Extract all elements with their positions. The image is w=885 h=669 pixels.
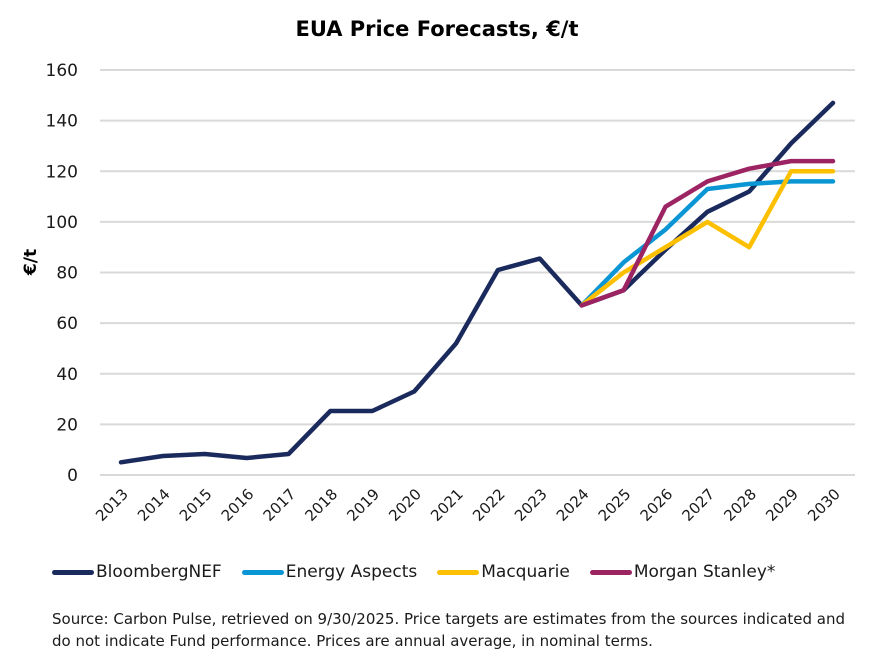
legend-swatch-energy-aspects — [241, 569, 284, 575]
legend-item-morgan-stanley: Morgan Stanley* — [589, 562, 776, 582]
legend-swatch-macquarie — [437, 569, 480, 575]
series-line-macquarie — [579, 169, 836, 308]
y-tick-label: 80 — [56, 264, 78, 284]
series-lines — [118, 100, 836, 465]
legend-label-bloombergnef: BloombergNEF — [96, 562, 222, 582]
y-tick-label: 40 — [56, 365, 78, 385]
legend-label-macquarie: Macquarie — [481, 562, 570, 582]
y-tick-label: 20 — [56, 415, 78, 435]
x-tick-label: 2027 — [678, 485, 718, 525]
y-tick-label: 160 — [46, 61, 78, 81]
x-tick-label: 2028 — [720, 485, 760, 525]
legend-item-macquarie: Macquarie — [437, 562, 570, 582]
x-tick-label: 2015 — [176, 485, 216, 525]
x-tick-label: 2021 — [427, 485, 467, 525]
x-tick-label: 2020 — [385, 485, 425, 525]
x-tick-label: 2024 — [553, 485, 593, 525]
x-tick-label: 2018 — [302, 485, 342, 525]
legend-item-bloombergnef: BloombergNEF — [52, 562, 222, 582]
series-line-bloombergnef — [118, 100, 836, 465]
chart-title: EUA Price Forecasts, €/t — [295, 17, 578, 41]
x-tick-label: 2013 — [92, 485, 132, 525]
x-tick-label: 2030 — [804, 485, 844, 525]
legend: BloombergNEF Energy Aspects Macquarie Mo… — [52, 562, 795, 582]
x-tick-label: 2025 — [595, 485, 635, 525]
legend-label-morgan-stanley: Morgan Stanley* — [633, 562, 776, 582]
x-tick-label: 2014 — [134, 485, 174, 525]
legend-label-energy-aspects: Energy Aspects — [285, 562, 418, 582]
legend-swatch-bloombergnef — [52, 569, 94, 575]
legend-swatch-morgan-stanley — [589, 569, 632, 575]
x-tick-label: 2022 — [469, 485, 509, 525]
series-line-energy-aspects — [579, 179, 836, 308]
source-note: Source: Carbon Pulse, retrieved on 9/30/… — [52, 610, 846, 650]
y-tick-label: 0 — [67, 466, 78, 486]
y-tick-label: 60 — [56, 314, 78, 334]
y-tick-label: 100 — [46, 213, 78, 233]
line-chart: EUA Price Forecasts, €/t €/t 0 20 40 60 80 10… — [21, 17, 855, 525]
x-tick-label: 2029 — [762, 485, 802, 525]
x-tick-label: 2023 — [511, 485, 551, 525]
legend-item-energy-aspects: Energy Aspects — [241, 562, 418, 582]
x-tick-label: 2019 — [343, 485, 383, 525]
series-line-morgan-stanley — [579, 158, 836, 308]
x-tick-label: 2017 — [260, 485, 300, 525]
gridlines — [100, 69, 855, 476]
y-axis-label: €/t — [21, 249, 41, 276]
x-axis-ticks: 2013 2014 2015 2016 2017 2018 2019 2020 2021 2022… — [92, 485, 844, 525]
y-axis-ticks: 0 20 40 60 80 100 120 140 160 — [46, 61, 78, 486]
x-tick-label: 2016 — [218, 485, 258, 525]
y-tick-label: 140 — [46, 112, 78, 132]
x-tick-label: 2026 — [637, 485, 677, 525]
y-tick-label: 120 — [46, 162, 78, 182]
